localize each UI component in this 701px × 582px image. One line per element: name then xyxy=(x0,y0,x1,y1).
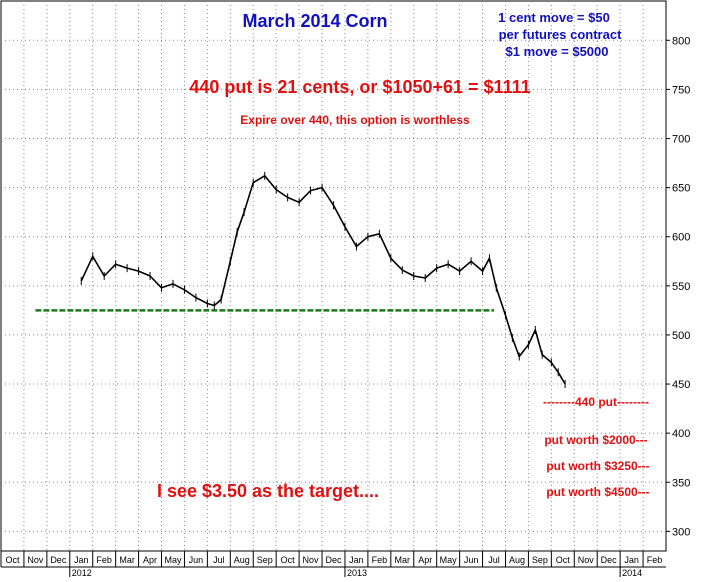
x-month-label: Aug xyxy=(234,555,250,565)
x-month-label: Aug xyxy=(509,555,525,565)
contract-note-line-3: $1 move = $5000 xyxy=(506,44,609,59)
price-series xyxy=(80,171,566,389)
put-440-label: --------440 put-------- xyxy=(543,395,649,409)
x-month-label: Oct xyxy=(5,555,20,565)
x-month-label: Oct xyxy=(556,555,571,565)
contract-note-line-2: per futures contract xyxy=(499,27,622,42)
x-year-label: 2014 xyxy=(622,568,642,577)
y-tick-label: 450 xyxy=(672,379,690,391)
x-month-label: Apr xyxy=(418,555,432,565)
x-month-label: Feb xyxy=(372,555,388,565)
x-month-label: May xyxy=(440,555,458,565)
x-month-label: Jul xyxy=(488,555,500,565)
x-month-label: Dec xyxy=(601,555,618,565)
y-axis: 300 350 400 450 500 550 600 650 700 750 800 xyxy=(666,35,690,538)
x-month-label: Sep xyxy=(257,555,273,565)
put-worth-3250-label: put worth $3250--- xyxy=(546,459,649,473)
x-month-label: Dec xyxy=(50,555,67,565)
x-month-label: Feb xyxy=(647,555,663,565)
y-tick-label: 550 xyxy=(672,281,690,293)
x-month-label: May xyxy=(164,555,182,565)
y-tick-label: 700 xyxy=(672,134,690,146)
plot-frame xyxy=(0,0,667,552)
x-month-label: Dec xyxy=(325,555,342,565)
y-tick-label: 300 xyxy=(672,526,690,538)
x-month-label: Feb xyxy=(96,555,112,565)
contract-note-line-1: 1 cent move = $50 xyxy=(498,10,610,25)
put-worth-4500-label: put worth $4500--- xyxy=(546,485,649,499)
put-worth-2000-label: put worth $2000--- xyxy=(544,433,647,447)
x-year-label: 2013 xyxy=(347,568,367,577)
x-month-label: Nov xyxy=(303,555,320,565)
x-month-label: Nov xyxy=(27,555,44,565)
grid-lines xyxy=(1,1,666,551)
y-tick-label: 800 xyxy=(672,35,690,47)
y-tick-label: 750 xyxy=(672,84,690,96)
x-month-label: Jan xyxy=(74,555,89,565)
y-tick-label: 350 xyxy=(672,477,690,489)
x-month-label: Jun xyxy=(189,555,204,565)
x-month-label: Oct xyxy=(281,555,296,565)
y-tick-label: 600 xyxy=(672,232,690,244)
x-axis: Oct Nov Dec Jan Feb Mar Apr May Jun Jul Aug Sep Oct N… xyxy=(0,551,666,578)
x-year-label: 2012 xyxy=(72,568,92,577)
chart-title: March 2014 Corn xyxy=(242,11,387,31)
x-month-label: Jul xyxy=(213,555,225,565)
y-tick-label: 650 xyxy=(672,183,690,195)
x-month-label: Jun xyxy=(464,555,479,565)
x-month-label: Sep xyxy=(532,555,548,565)
expire-annotation: Expire over 440, this option is worthles… xyxy=(240,113,470,127)
y-tick-label: 500 xyxy=(672,330,690,342)
x-month-label: Jan xyxy=(349,555,364,565)
x-month-label: Jan xyxy=(624,555,639,565)
x-month-label: Mar xyxy=(395,555,411,565)
put-price-annotation: 440 put is 21 cents, or $1050+61 = $1111 xyxy=(189,77,530,97)
x-month-label: Mar xyxy=(119,555,135,565)
target-annotation: I see $3.50 as the target.... xyxy=(157,481,379,501)
y-tick-label: 400 xyxy=(672,428,690,440)
x-month-label: Nov xyxy=(578,555,595,565)
x-month-label: Apr xyxy=(143,555,157,565)
